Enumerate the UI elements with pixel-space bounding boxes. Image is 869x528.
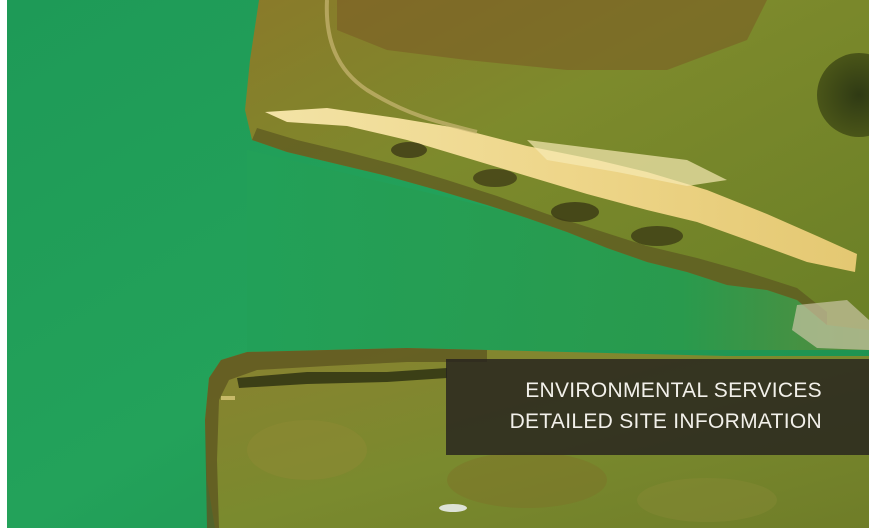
bush-4 — [631, 226, 683, 246]
tree-canopy — [817, 53, 869, 137]
water-channel — [247, 150, 869, 355]
east-clearing — [792, 300, 869, 350]
bush-3 — [551, 202, 599, 222]
bush-2 — [473, 169, 517, 187]
south-patch-2 — [447, 452, 607, 508]
caption-line-2: DETAILED SITE INFORMATION — [509, 410, 822, 433]
caption-overlay: ENVIRONMENTAL SERVICES DETAILED SITE INF… — [446, 359, 869, 455]
upper-brush — [337, 0, 767, 70]
south-ditch — [237, 368, 447, 388]
caption-line-1: ENVIRONMENTAL SERVICES — [525, 379, 822, 402]
small-dock — [221, 396, 235, 400]
dirt-path — [324, 0, 478, 134]
aerial-photo — [7, 0, 869, 528]
bush-1 — [391, 142, 427, 158]
north-reed-edge — [252, 128, 827, 325]
white-object — [439, 504, 467, 512]
south-patch-1 — [247, 420, 367, 480]
south-reed-edge — [205, 348, 487, 528]
sand-tongue — [527, 140, 727, 186]
south-patch-3 — [637, 478, 777, 522]
sand-strip — [265, 108, 857, 272]
